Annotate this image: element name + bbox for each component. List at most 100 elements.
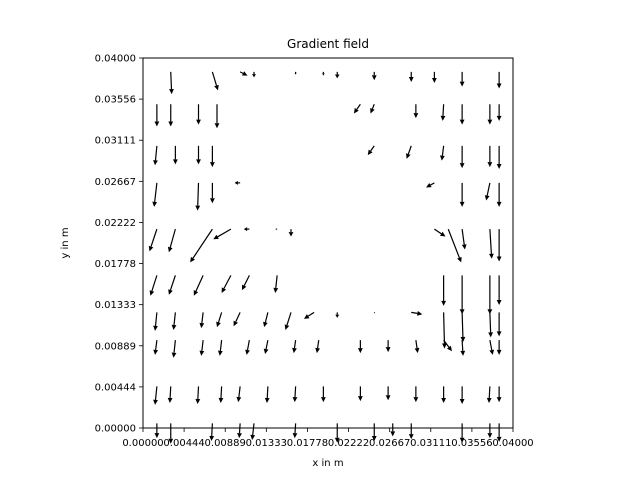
gradient-arrow [459, 104, 465, 125]
gradient-arrow [431, 71, 437, 83]
gradient-arrow [370, 104, 375, 114]
x-tick-label: 0.03111 [410, 438, 451, 449]
gradient-arrow [496, 229, 502, 262]
gradient-arrow [236, 386, 242, 403]
gradient-arrow [385, 386, 391, 401]
gradient-arrow [487, 104, 493, 125]
gradient-arrow [487, 423, 493, 439]
gradient-arrow [315, 340, 320, 354]
gradient-arrow [373, 311, 376, 314]
gradient-arrow [243, 227, 250, 232]
gradient-arrow [292, 386, 298, 403]
gradient-arrow [169, 71, 174, 95]
gradient-arrow [413, 104, 419, 119]
gradient-arrow [214, 104, 220, 129]
y-tick-label: 0.03556 [95, 95, 136, 106]
gradient-arrow [484, 182, 491, 201]
gradient-arrow [487, 145, 493, 168]
gradient-arrow [171, 312, 177, 330]
gradient-arrow [216, 312, 223, 328]
gradient-arrow [357, 386, 363, 402]
gradient-arrow [239, 71, 248, 76]
gradient-arrow [209, 182, 215, 204]
gradient-arrow [250, 423, 256, 441]
gradient-arrow [303, 311, 315, 319]
gradient-arrow [335, 312, 340, 318]
gradient-arrow [234, 180, 241, 185]
gradient-arrow [486, 386, 492, 404]
gradient-arrow [190, 228, 213, 263]
gradient-arrow [213, 228, 232, 240]
gradient-arrow [459, 423, 465, 443]
gradient-arrow [153, 145, 158, 166]
gradient-arrow [167, 386, 173, 404]
gradient-arrow [237, 423, 242, 439]
gradient-arrow [488, 312, 494, 338]
gradient-arrow [334, 423, 340, 443]
x-tick-label: 0.02667 [369, 438, 410, 449]
gradient-arrow [168, 104, 174, 127]
gradient-arrow [152, 182, 158, 207]
x-axis-ticks: 0.00000 0.00444 0.00889 0.01333 0.01778 0.022… [122, 428, 534, 449]
gradient-arrow [322, 71, 325, 76]
gradient-arrow [371, 71, 377, 81]
gradient-arrow [459, 182, 465, 207]
gradient-arrow [221, 275, 232, 293]
gradient-arrow [263, 340, 269, 354]
gradient-arrow [334, 71, 340, 79]
gradient-arrow [196, 104, 201, 125]
gradient-arrow [275, 228, 278, 230]
gradient-arrow [153, 386, 158, 405]
gradient-arrow [211, 71, 219, 91]
gradient-arrow [353, 103, 361, 114]
gradient-arrow [209, 423, 215, 441]
gradient-arrow [440, 104, 446, 121]
gradient-arrow [426, 182, 435, 188]
gradient-arrow [148, 228, 158, 252]
plot-frame [142, 57, 514, 429]
gradient-arrow [149, 275, 158, 296]
gradient-arrow [199, 312, 205, 329]
y-axis-label: y in m [60, 227, 71, 258]
gradient-arrow [263, 312, 269, 328]
gradient-arrow [168, 423, 174, 444]
gradient-arrow [320, 386, 326, 403]
y-tick-label: 0.02667 [95, 177, 136, 188]
gradient-arrow [487, 275, 493, 315]
x-axis-label: x in m [312, 458, 343, 469]
gradient-arrow [496, 182, 502, 207]
gradient-arrow [441, 386, 447, 404]
gradient-arrow [461, 229, 467, 250]
gradient-arrow [292, 423, 298, 439]
gradient-arrow [496, 340, 502, 355]
gradient-arrow [153, 340, 159, 355]
y-tick-label: 0.00889 [95, 341, 136, 352]
gradient-arrow [459, 145, 465, 169]
gradient-arrow [496, 275, 502, 305]
gradient-arrow [442, 312, 447, 349]
gradient-arrow [367, 145, 375, 156]
gradient-arrow [284, 312, 292, 330]
gradient-arrow [273, 275, 279, 293]
x-tick-label: 0.01333 [246, 438, 287, 449]
gradient-arrow [288, 229, 294, 237]
gradient-arrow [411, 311, 423, 316]
y-tick-label: 0.02222 [95, 218, 136, 229]
gradient-arrow [172, 145, 178, 165]
gradient-arrow [459, 386, 465, 404]
gradient-arrow [390, 423, 396, 437]
x-tick-label: 0.00889 [205, 438, 246, 449]
x-tick-label: 0.03556 [451, 438, 492, 449]
arrow-field [148, 71, 502, 444]
gradient-arrow [193, 275, 204, 296]
gradient-arrow [195, 386, 201, 404]
gradient-arrow [217, 340, 223, 356]
gradient-arrow [489, 340, 495, 355]
gradient-arrow [241, 275, 250, 291]
gradient-arrow [199, 340, 205, 356]
gradient-arrow [292, 340, 297, 354]
chart-title: Gradient field [287, 37, 369, 51]
gradient-arrow [496, 104, 502, 121]
y-tick-label: 0.01778 [95, 259, 136, 270]
